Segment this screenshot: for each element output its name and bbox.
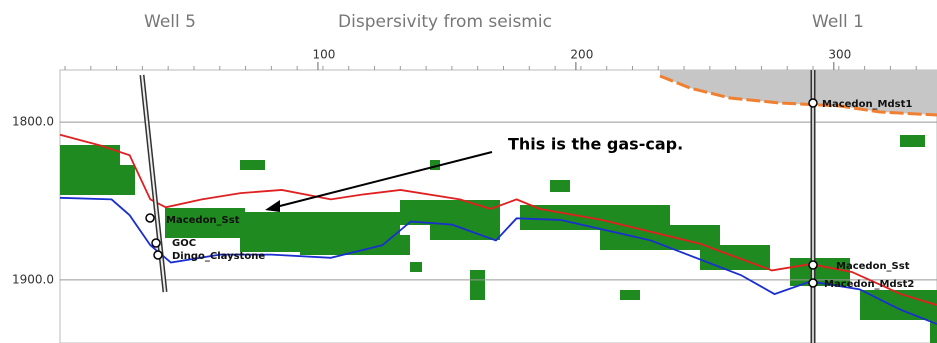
well-label: Well 1 [812,12,864,32]
marker-label: GOC [172,238,196,249]
chart-title: Dispersivity from seismic [338,12,552,32]
x-tick-label: 300 [828,48,851,62]
y-tick-label: 1800.0 [12,115,54,129]
x-tick-label: 200 [570,48,593,62]
annotation: This is the gas-cap. [508,135,683,154]
well-label: Well 5 [144,12,196,32]
x-tick-label: 100 [312,48,335,62]
chart: Well 5 Dispersivity from seismic Well 1 … [0,0,937,343]
y-tick-label: 1900.0 [12,272,54,286]
marker-label: Macedon_Mdst2 [824,279,914,290]
marker-label: Macedon_Sst [166,215,240,226]
marker-label: Dingo_Claystone [172,251,265,262]
marker-label: Macedon_Mdst1 [822,99,912,110]
marker-label: Macedon_Sst [836,261,910,272]
